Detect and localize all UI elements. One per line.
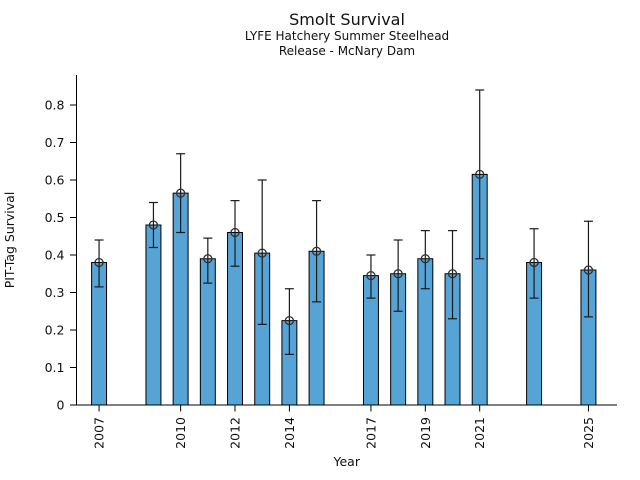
y-tick-label: 0.3	[45, 285, 65, 300]
marker-2017	[366, 270, 376, 281]
marker-2015	[311, 246, 322, 256]
y-axis-label: PIT-Tag Survival	[2, 192, 17, 289]
title-block: Smolt Survival LYFE Hatchery Summer Stee…	[77, 10, 617, 59]
marker-2021	[475, 169, 485, 180]
y-tick-label: 0	[57, 398, 65, 413]
marker-2007	[94, 257, 104, 268]
marker-2019	[420, 254, 430, 264]
marker-2023	[529, 257, 539, 268]
x-tick-label: 2010	[173, 417, 188, 449]
x-axis-label: Year	[333, 454, 361, 469]
chart-title: Smolt Survival	[289, 10, 405, 29]
x-tick-label: 2017	[363, 417, 378, 449]
marker-2012	[230, 227, 240, 238]
y-tick-label: 0.2	[45, 323, 65, 338]
y-tick-label: 0.8	[45, 98, 65, 113]
marker-2025	[583, 265, 594, 275]
y-tick-label: 0.1	[45, 360, 65, 375]
x-tick-label: 2012	[228, 417, 243, 449]
x-tick-label: 2025	[581, 417, 596, 449]
marker-2014	[284, 315, 295, 326]
chart-subtitle-line2: Release - McNary Dam	[278, 44, 416, 58]
x-tick-label: 2007	[92, 417, 107, 449]
y-tick-label: 0.7	[45, 135, 65, 150]
marker-2011	[203, 254, 213, 264]
marker-2020	[447, 269, 458, 279]
y-tick-label: 0.4	[45, 248, 65, 263]
marker-2010	[175, 188, 186, 198]
y-tick-label: 0.5	[45, 210, 65, 225]
bar-2009	[145, 224, 162, 406]
y-tick-label: 0.6	[45, 173, 65, 188]
marker-2013	[257, 248, 267, 258]
x-tick-label: 2021	[472, 417, 487, 449]
marker-2018	[393, 269, 403, 279]
x-tick-label: 2014	[282, 417, 297, 449]
x-tick-label: 2019	[418, 417, 433, 449]
chart-subtitle-line1: LYFE Hatchery Summer Steelhead	[244, 29, 450, 43]
marker-2009	[148, 220, 159, 230]
